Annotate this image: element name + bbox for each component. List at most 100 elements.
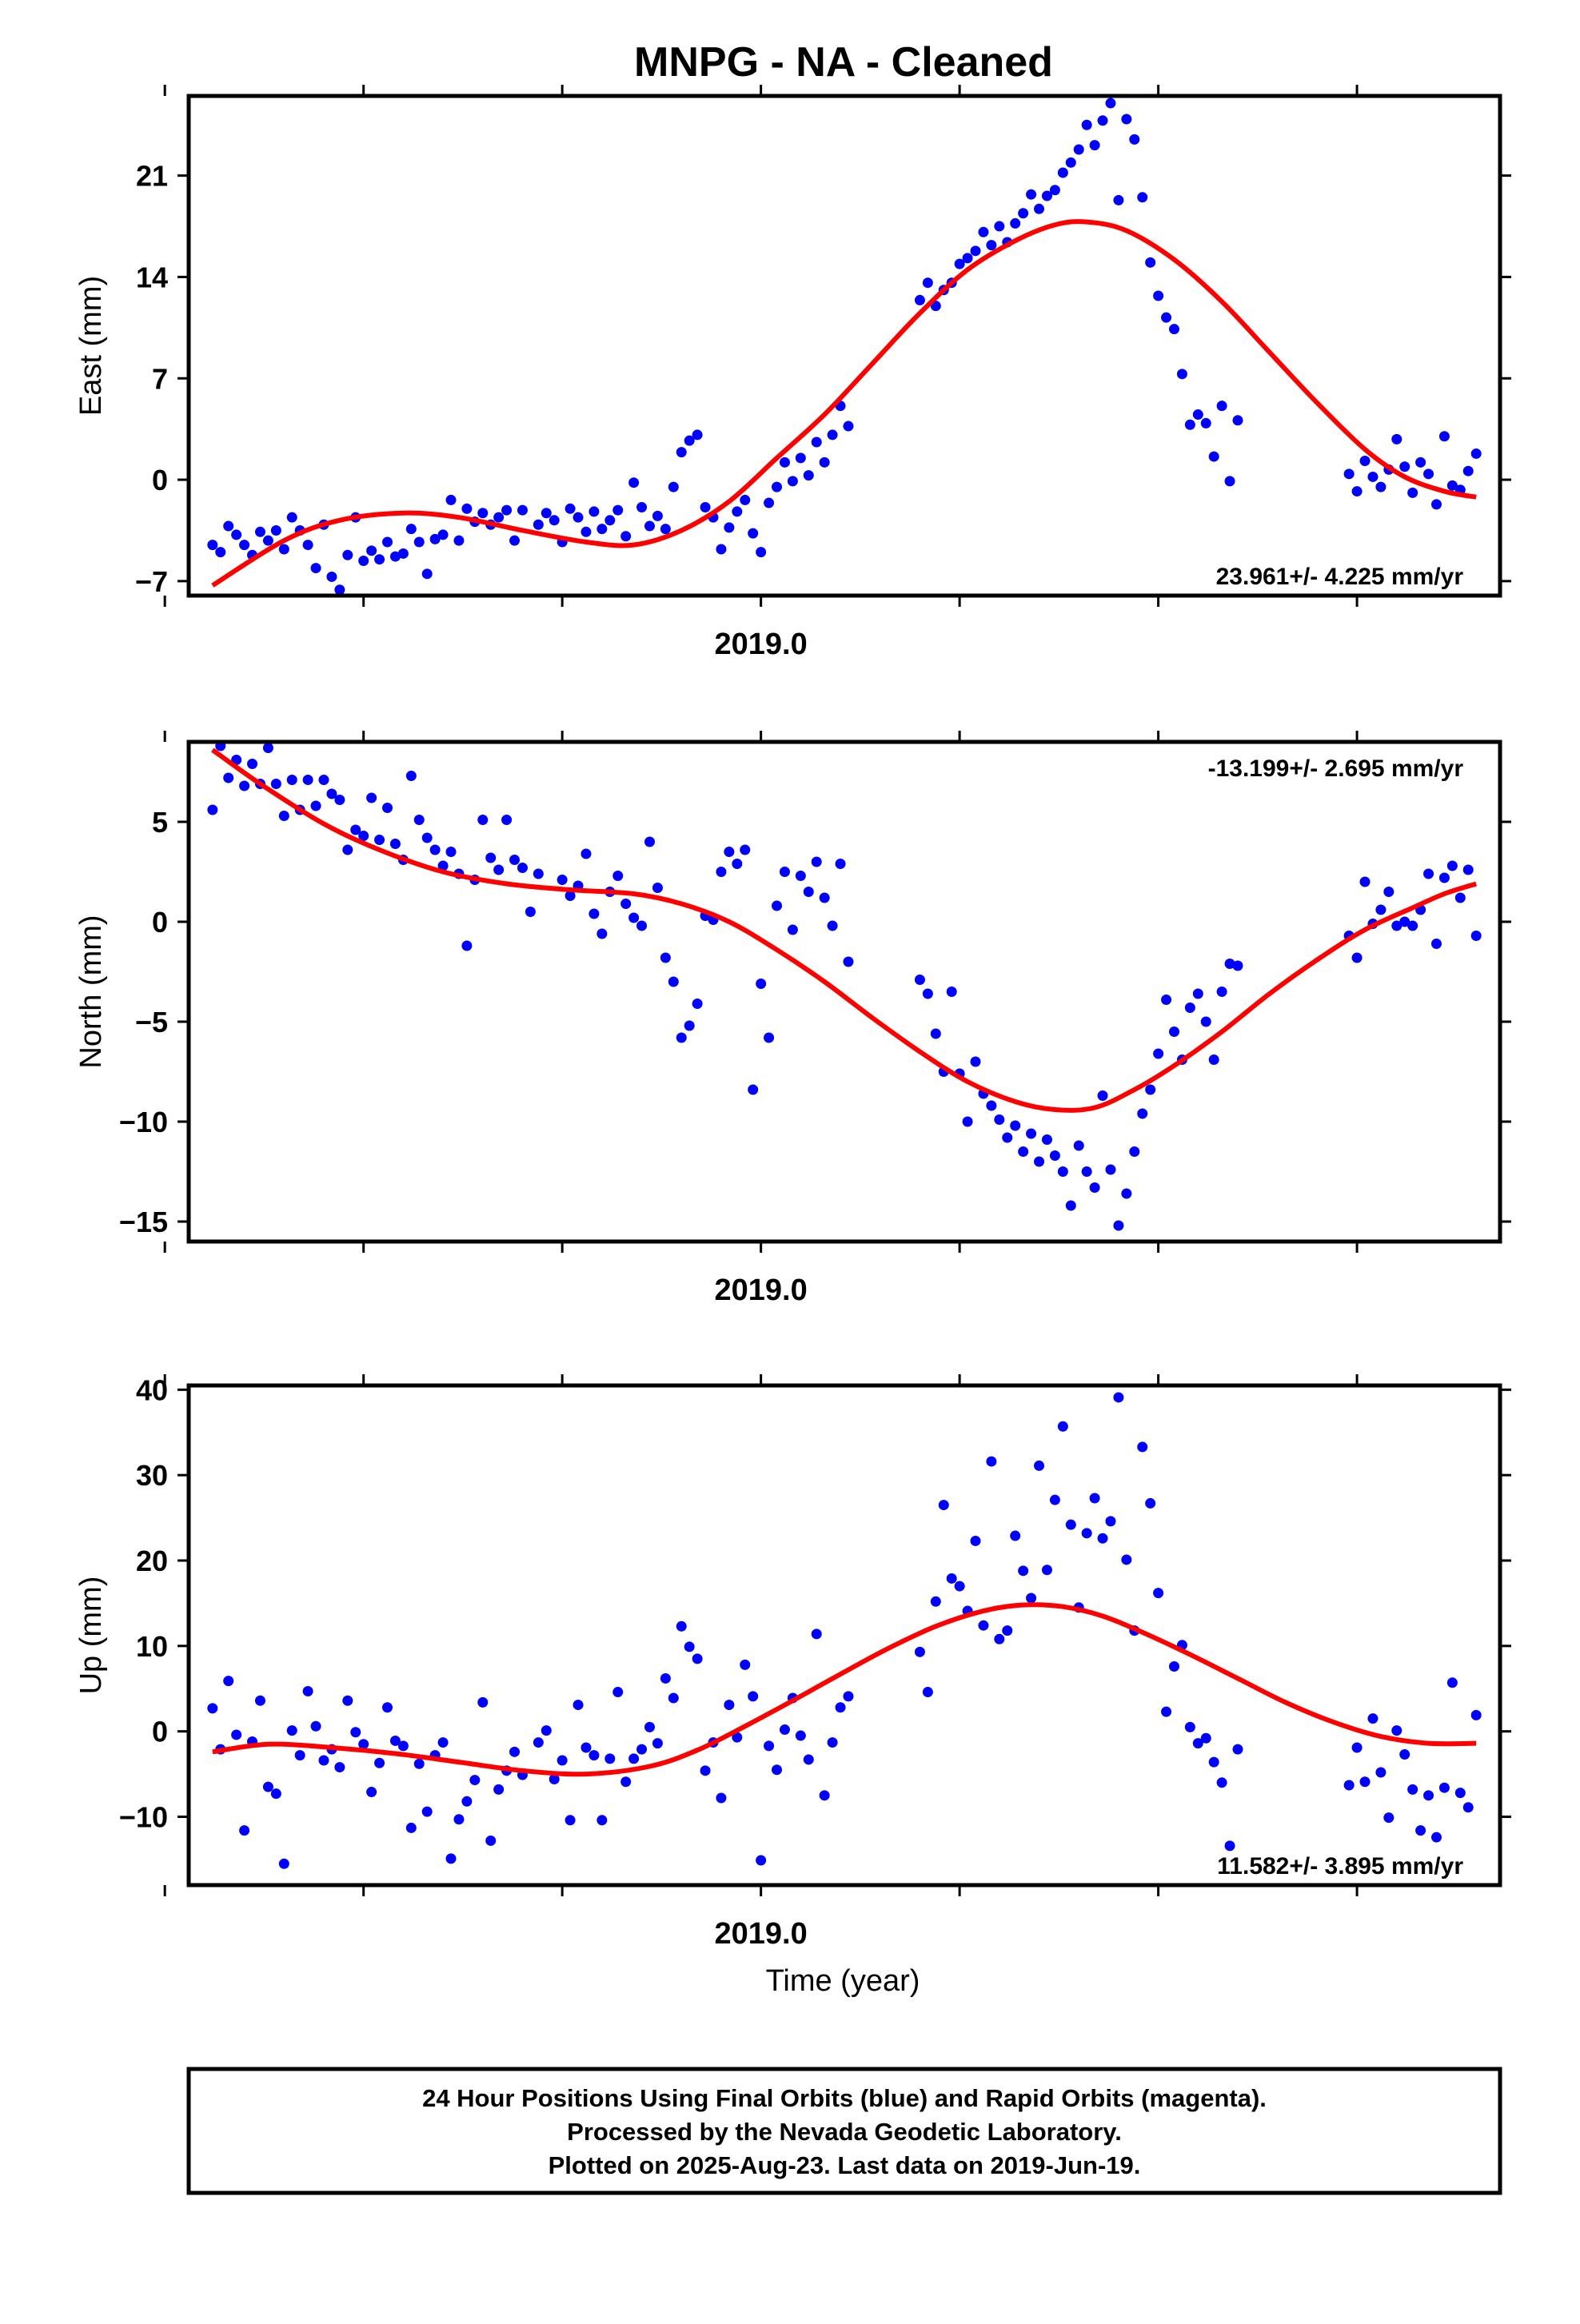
east-data-point bbox=[1018, 208, 1029, 219]
up-data-point bbox=[1407, 1784, 1418, 1795]
east-data-point bbox=[445, 494, 457, 505]
north-data-point bbox=[1232, 960, 1243, 971]
east-data-point bbox=[756, 547, 767, 558]
east-data-point bbox=[986, 240, 997, 251]
up-data-point bbox=[668, 1692, 679, 1704]
north-data-point bbox=[1470, 931, 1482, 941]
east-data-point bbox=[1105, 98, 1116, 109]
up-data-point bbox=[772, 1764, 783, 1776]
up-y-tick-label: 40 bbox=[136, 1373, 168, 1406]
north-data-point bbox=[215, 742, 226, 751]
east-data-point bbox=[1073, 144, 1084, 155]
north-data-point bbox=[1192, 988, 1203, 999]
up-data-point bbox=[636, 1744, 648, 1755]
north-data-point bbox=[922, 988, 933, 999]
east-data-point bbox=[748, 528, 759, 539]
north-data-point bbox=[381, 803, 393, 813]
east-data-point bbox=[549, 515, 560, 526]
up-data-point bbox=[461, 1796, 473, 1807]
east-data-point bbox=[596, 524, 608, 535]
up-data-point bbox=[453, 1814, 465, 1825]
east-data-point bbox=[517, 504, 528, 516]
north-data-point bbox=[946, 987, 957, 997]
east-data-point bbox=[366, 545, 377, 556]
east-data-point bbox=[676, 447, 687, 458]
north-data-point bbox=[811, 856, 822, 867]
north-data-point bbox=[437, 860, 449, 871]
up-data-point bbox=[549, 1774, 560, 1785]
east-data-point bbox=[612, 504, 624, 516]
up-data-point bbox=[533, 1737, 544, 1748]
east-data-point bbox=[413, 536, 425, 548]
up-data-point bbox=[1113, 1392, 1124, 1403]
north-data-point bbox=[421, 832, 433, 843]
north-data-point bbox=[914, 975, 925, 985]
north-data-point bbox=[692, 999, 703, 1009]
up-data-points bbox=[207, 1392, 1482, 1869]
east-data-point bbox=[1462, 465, 1474, 476]
east-data-point bbox=[278, 544, 289, 555]
north-y-axis-label: North (mm) bbox=[74, 915, 108, 1068]
east-data-point bbox=[970, 245, 981, 257]
north-data-point bbox=[803, 887, 814, 897]
north-data-point bbox=[581, 848, 592, 859]
east-data-point bbox=[310, 563, 321, 574]
up-data-point bbox=[318, 1755, 329, 1766]
up-data-point bbox=[660, 1672, 671, 1684]
up-data-point bbox=[1041, 1565, 1052, 1576]
north-data-point bbox=[779, 867, 790, 877]
east-data-point bbox=[207, 540, 218, 551]
east-data-point bbox=[262, 535, 273, 546]
east-data-point bbox=[827, 429, 838, 440]
up-data-point bbox=[573, 1700, 584, 1711]
north-data-point bbox=[461, 940, 473, 951]
up-data-point bbox=[1232, 1744, 1243, 1755]
up-plot-frame bbox=[186, 1383, 1502, 1888]
north-data-point bbox=[1089, 1182, 1100, 1193]
east-data-point bbox=[1129, 134, 1140, 145]
up-data-point bbox=[724, 1700, 735, 1711]
north-data-point bbox=[1216, 987, 1227, 997]
east-data-point bbox=[652, 510, 663, 521]
up-data-point bbox=[1359, 1776, 1371, 1788]
east-data-point bbox=[1097, 115, 1108, 126]
east-data-point bbox=[1232, 415, 1243, 426]
north-data-point bbox=[557, 875, 568, 885]
east-data-point bbox=[962, 253, 973, 264]
north-data-point bbox=[302, 775, 313, 785]
east-data-point bbox=[565, 503, 576, 514]
north-data-point bbox=[1423, 868, 1434, 879]
up-data-point bbox=[1367, 1713, 1379, 1724]
up-data-point bbox=[1002, 1625, 1013, 1636]
north-data-point bbox=[509, 855, 521, 865]
north-data-point bbox=[477, 815, 489, 825]
up-data-point bbox=[1454, 1788, 1466, 1799]
north-y-tick-label: 5 bbox=[152, 806, 168, 839]
up-data-point bbox=[421, 1806, 433, 1817]
north-data-point bbox=[207, 804, 218, 815]
north-data-point bbox=[1200, 1016, 1211, 1027]
up-data-point bbox=[589, 1750, 600, 1761]
north-data-point bbox=[684, 1020, 695, 1031]
east-plot-frame bbox=[186, 94, 1502, 598]
up-data-point bbox=[827, 1737, 838, 1748]
east-data-point bbox=[660, 524, 671, 535]
north-data-point bbox=[262, 743, 273, 753]
up-data-point bbox=[223, 1676, 234, 1687]
up-data-point bbox=[397, 1740, 409, 1752]
east-data-point bbox=[1176, 369, 1187, 380]
east-y-axis-label: East (mm) bbox=[74, 276, 108, 416]
up-data-point bbox=[310, 1720, 321, 1732]
east-data-point bbox=[501, 504, 513, 516]
north-data-point bbox=[1034, 1156, 1045, 1167]
up-data-point bbox=[286, 1725, 297, 1736]
footer-box: 24 Hour Positions Using Final Orbits (bl… bbox=[186, 2067, 1502, 2195]
up-data-point bbox=[1137, 1441, 1148, 1453]
footer-line-3: Plotted on 2025-Aug-23. Last data on 201… bbox=[549, 2151, 1141, 2179]
up-data-point bbox=[469, 1775, 481, 1786]
north-data-point bbox=[1137, 1108, 1148, 1119]
east-data-point bbox=[1041, 190, 1052, 201]
east-data-point bbox=[1065, 157, 1076, 168]
footer-line-2: Processed by the Nevada Geodetic Laborat… bbox=[567, 2118, 1122, 2146]
